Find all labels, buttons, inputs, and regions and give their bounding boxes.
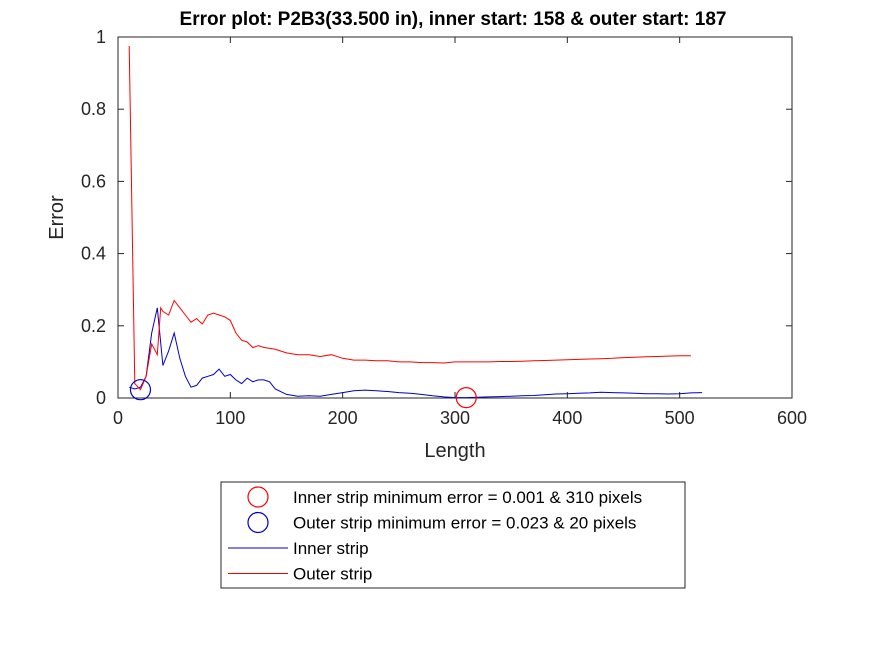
- legend: Inner strip minimum error = 0.001 & 310 …: [220, 481, 686, 589]
- legend-marker-symbol: [247, 511, 269, 534]
- x-tick-label: 400: [552, 408, 582, 428]
- y-axis-label: Error: [46, 195, 68, 240]
- x-tick-label: 0: [113, 408, 123, 428]
- legend-label: Inner strip: [293, 539, 369, 558]
- y-tick-label: 0.8: [81, 99, 106, 119]
- axes-box: [117, 36, 793, 399]
- outer-strip-minimum-marker: [129, 379, 152, 401]
- axis-ticks: 0 100 200 300 400 500 600 0 0.2 0.4 0.6 0.8 1: [81, 27, 807, 428]
- legend-label: Outer strip minimum error = 0.023 & 20 p…: [293, 514, 636, 533]
- x-axis-label: Length: [424, 440, 485, 462]
- x-tick-label: 500: [665, 408, 695, 428]
- legend-items: Inner strip minimum error = 0.001 & 310 …: [228, 486, 642, 584]
- inner-strip-minimum-marker: [455, 387, 477, 409]
- chart-title: Error plot: P2B3(33.500 in), inner start…: [180, 9, 727, 30]
- x-tick-label: 100: [215, 408, 245, 428]
- minimum-markers: [129, 379, 477, 409]
- legend-label: Outer strip: [293, 565, 372, 584]
- y-tick-label: 0: [96, 388, 106, 408]
- x-tick-label: 300: [440, 408, 470, 428]
- plot-area: 0 100 200 300 400 500 600 0 0.2 0.4 0.6 0.8 1: [81, 27, 807, 428]
- y-tick-label: 0.4: [81, 244, 106, 264]
- y-tick-label: 0.2: [81, 316, 106, 336]
- legend-label: Inner strip minimum error = 0.001 & 310 …: [293, 488, 642, 507]
- x-tick-label: 200: [328, 408, 358, 428]
- legend-box: [220, 481, 686, 589]
- outer-strip-line: [128, 45, 691, 391]
- data-series: [128, 45, 703, 399]
- inner-strip-line: [129, 307, 703, 399]
- x-tick-label: 600: [777, 408, 807, 428]
- y-tick-label: 1: [96, 27, 106, 47]
- y-tick-label: 0.6: [81, 171, 106, 191]
- legend-marker-symbol: [247, 486, 269, 508]
